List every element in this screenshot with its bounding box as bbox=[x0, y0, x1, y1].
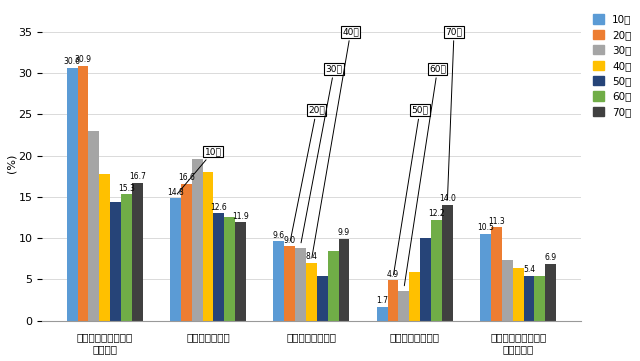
Bar bbox=[224, 217, 235, 321]
Bar bbox=[545, 264, 556, 321]
Bar bbox=[524, 276, 534, 321]
Text: 11.9: 11.9 bbox=[232, 212, 249, 221]
Bar bbox=[442, 205, 452, 321]
Bar bbox=[121, 194, 132, 321]
Text: 11.3: 11.3 bbox=[488, 217, 505, 226]
Text: 30.9: 30.9 bbox=[74, 55, 92, 64]
Text: 5.4: 5.4 bbox=[523, 265, 535, 274]
Text: 10代: 10代 bbox=[177, 147, 221, 194]
Bar bbox=[235, 222, 246, 321]
Text: 9.9: 9.9 bbox=[338, 228, 350, 237]
Text: 9.0: 9.0 bbox=[284, 236, 296, 245]
Text: 30代: 30代 bbox=[301, 64, 342, 243]
Text: 14.0: 14.0 bbox=[439, 195, 456, 203]
Bar bbox=[214, 213, 224, 321]
Bar bbox=[67, 68, 77, 321]
Bar bbox=[502, 260, 513, 321]
Y-axis label: (%): (%) bbox=[7, 154, 17, 174]
Bar bbox=[273, 242, 284, 321]
Bar bbox=[431, 220, 442, 321]
Text: 40代: 40代 bbox=[312, 27, 359, 258]
Bar bbox=[284, 246, 295, 321]
Bar bbox=[317, 276, 328, 321]
Bar bbox=[203, 172, 214, 321]
Legend: 10代, 20代, 30代, 40代, 50代, 60代, 70代: 10代, 20代, 30代, 40代, 50代, 60代, 70代 bbox=[591, 12, 634, 119]
Bar bbox=[88, 131, 99, 321]
Bar bbox=[181, 184, 192, 321]
Text: 60代: 60代 bbox=[404, 64, 446, 286]
Bar bbox=[339, 239, 349, 321]
Text: 50代: 50代 bbox=[394, 106, 428, 275]
Bar bbox=[513, 268, 524, 321]
Bar bbox=[306, 263, 317, 321]
Bar bbox=[420, 238, 431, 321]
Text: 70代: 70代 bbox=[445, 27, 463, 200]
Text: 9.6: 9.6 bbox=[273, 231, 285, 240]
Bar bbox=[491, 227, 502, 321]
Text: 4.9: 4.9 bbox=[387, 270, 399, 279]
Bar bbox=[399, 291, 410, 321]
Text: 1.7: 1.7 bbox=[376, 296, 388, 305]
Text: 15.3: 15.3 bbox=[118, 184, 135, 193]
Bar bbox=[328, 251, 339, 321]
Text: 12.2: 12.2 bbox=[428, 209, 445, 218]
Bar bbox=[295, 248, 306, 321]
Text: 16.7: 16.7 bbox=[129, 172, 146, 181]
Bar bbox=[480, 234, 491, 321]
Bar bbox=[132, 183, 143, 321]
Text: 6.9: 6.9 bbox=[545, 253, 557, 262]
Bar bbox=[170, 199, 181, 321]
Text: 16.6: 16.6 bbox=[178, 173, 195, 182]
Bar bbox=[410, 272, 420, 321]
Text: 10.5: 10.5 bbox=[477, 223, 494, 232]
Bar bbox=[388, 280, 399, 321]
Text: 14.8: 14.8 bbox=[167, 188, 184, 197]
Bar bbox=[192, 159, 203, 321]
Bar bbox=[99, 174, 110, 321]
Text: 12.6: 12.6 bbox=[211, 203, 227, 212]
Text: 30.6: 30.6 bbox=[63, 57, 81, 66]
Text: 8.4: 8.4 bbox=[305, 252, 317, 261]
Bar bbox=[534, 276, 545, 321]
Bar bbox=[110, 202, 121, 321]
Bar bbox=[377, 306, 388, 321]
Text: 20代: 20代 bbox=[290, 106, 325, 241]
Bar bbox=[77, 66, 88, 321]
